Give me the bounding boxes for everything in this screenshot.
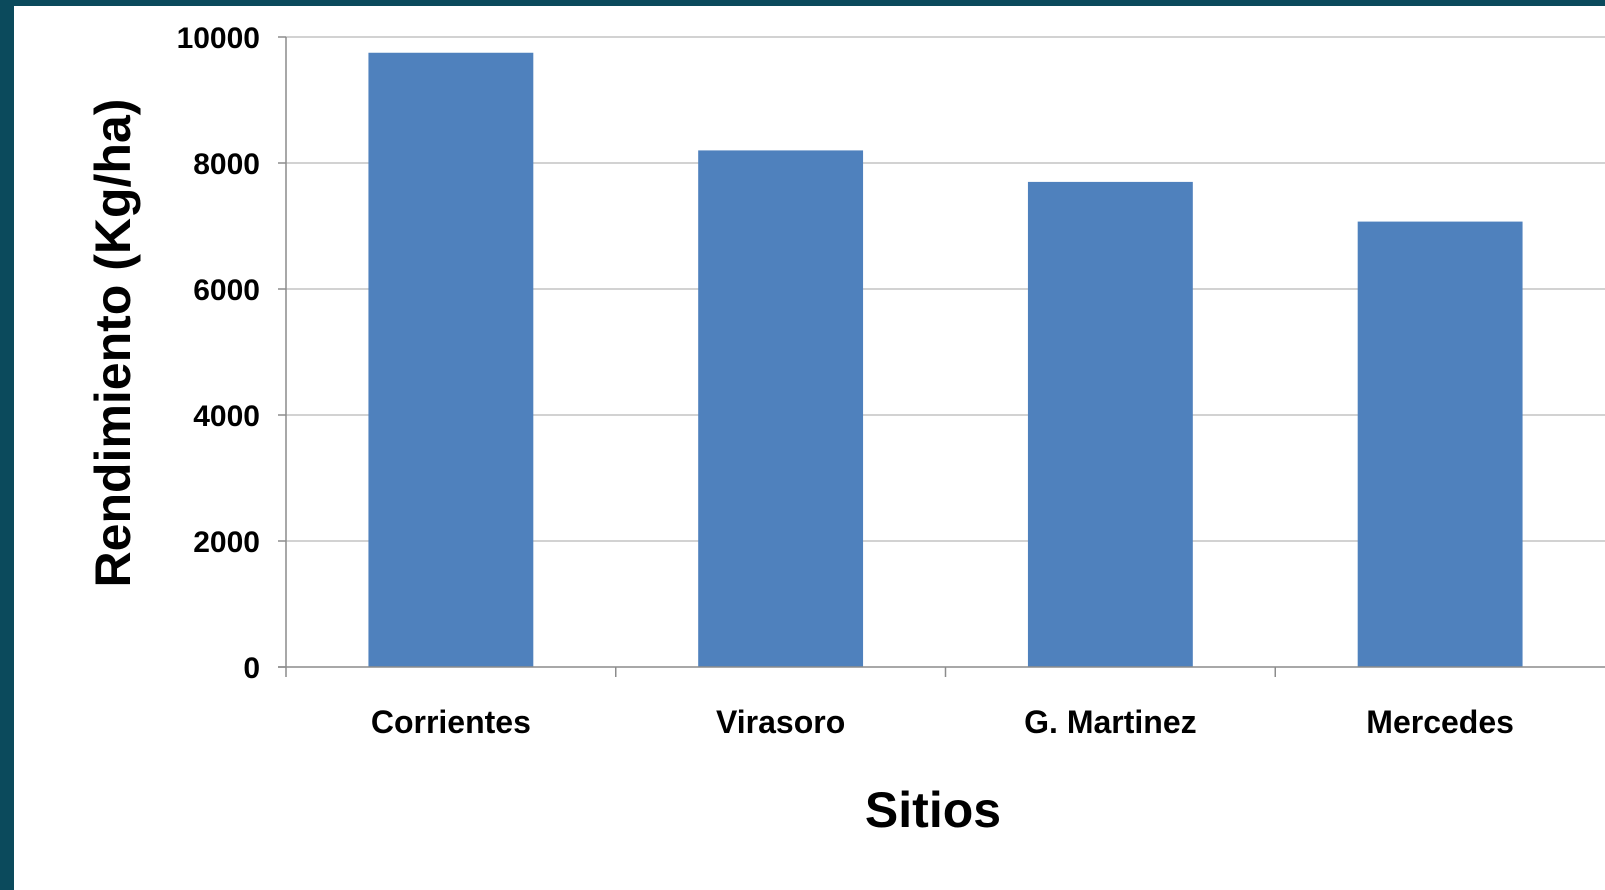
y-tick-label: 8000 [193, 148, 260, 181]
x-category-labels: Corrientes Virasoro G. Martinez Mercedes [371, 704, 1514, 740]
chart-frame: 0 2000 4000 6000 8000 10000 Corrientes Virasor… [14, 6, 1605, 890]
bar [1357, 221, 1523, 667]
y-tick-label: 4000 [193, 400, 260, 433]
x-category-label: G. Martinez [1024, 704, 1196, 740]
bars [368, 52, 1523, 667]
axes [278, 36, 1605, 677]
y-tick-label: 0 [243, 652, 260, 685]
y-tick-label: 2000 [193, 526, 260, 559]
x-axis-title: Sitios [865, 782, 1001, 838]
y-tick-labels: 0 2000 4000 6000 8000 10000 [177, 22, 260, 685]
bar-chart: 0 2000 4000 6000 8000 10000 Corrientes Virasor… [85, 22, 1605, 838]
bar [368, 52, 534, 667]
y-tick-label: 10000 [177, 22, 260, 55]
bar [1027, 181, 1193, 667]
y-tick-label: 6000 [193, 274, 260, 307]
x-category-label: Mercedes [1366, 704, 1514, 740]
x-category-label: Virasoro [716, 704, 845, 740]
x-category-label: Corrientes [371, 704, 531, 740]
y-axis-title: Rendimiento (Kg/ha) [85, 99, 141, 588]
bar [698, 150, 864, 667]
